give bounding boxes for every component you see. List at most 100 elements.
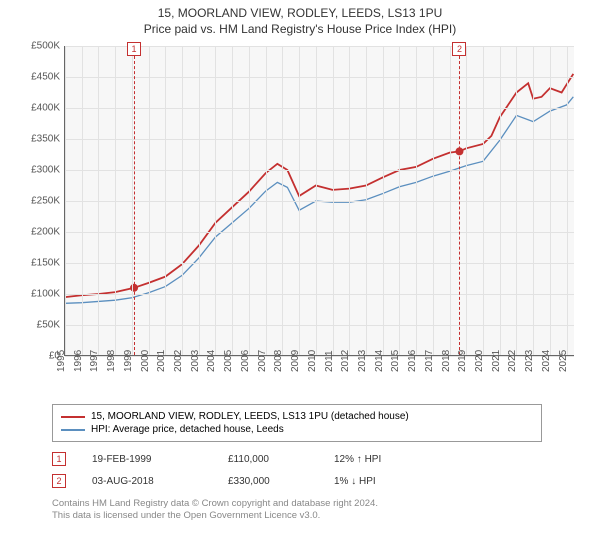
legend-swatch [61,416,85,418]
x-axis-label: 2004 [206,350,217,372]
marker-row-price: £330,000 [228,476,308,487]
y-axis-label: £350K [20,134,60,145]
title-sub: Price paid vs. HM Land Registry's House … [10,22,590,36]
x-axis-label: 2014 [374,350,385,372]
vgrid-line [182,46,183,355]
vgrid-line [149,46,150,355]
vgrid-line [349,46,350,355]
x-axis-label: 2001 [156,350,167,372]
marker-row-price: £110,000 [228,454,308,465]
x-axis-label: 2003 [190,350,201,372]
vgrid-line [98,46,99,355]
hgrid-line [65,325,574,326]
x-axis-label: 2002 [173,350,184,372]
marker-row-hpi: 12% ↑ HPI [334,454,381,465]
title-main: 15, MOORLAND VIEW, RODLEY, LEEDS, LS13 1… [10,6,590,20]
vgrid-line [333,46,334,355]
vgrid-line [316,46,317,355]
vgrid-line [516,46,517,355]
x-axis-label: 2005 [223,350,234,372]
legend-box: 15, MOORLAND VIEW, RODLEY, LEEDS, LS13 1… [52,404,542,442]
y-axis-label: £200K [20,227,60,238]
vgrid-line [366,46,367,355]
x-axis-label: 2021 [491,350,502,372]
y-axis-label: £150K [20,258,60,269]
vgrid-line [249,46,250,355]
vgrid-line [266,46,267,355]
vgrid-line [533,46,534,355]
x-axis-label: 2012 [340,350,351,372]
x-axis-label: 2008 [273,350,284,372]
vgrid-line [165,46,166,355]
x-axis-label: 1999 [123,350,134,372]
x-axis-label: 2018 [440,350,451,372]
vgrid-line [500,46,501,355]
chart-container: 15, MOORLAND VIEW, RODLEY, LEEDS, LS13 1… [0,0,600,533]
y-axis-label: £100K [20,289,60,300]
vgrid-line [299,46,300,355]
legend-item: 15, MOORLAND VIEW, RODLEY, LEEDS, LS13 1… [61,411,533,422]
y-axis-label: £450K [20,72,60,83]
hgrid-line [65,263,574,264]
x-axis-label: 2024 [541,350,552,372]
hgrid-line [65,170,574,171]
marker-row: 119-FEB-1999£110,00012% ↑ HPI [52,448,542,470]
x-axis-label: 2025 [558,350,569,372]
marker-row-id: 1 [52,452,66,466]
vgrid-line [132,46,133,355]
vgrid-line [115,46,116,355]
legend-swatch [61,429,85,431]
vgrid-line [215,46,216,355]
hgrid-line [65,46,574,47]
y-axis-label: £300K [20,165,60,176]
vgrid-line [550,46,551,355]
vgrid-line [65,46,66,355]
marker-row-hpi: 1% ↓ HPI [334,476,376,487]
title-block: 15, MOORLAND VIEW, RODLEY, LEEDS, LS13 1… [10,6,590,36]
vgrid-line [232,46,233,355]
vgrid-line [199,46,200,355]
vgrid-line [466,46,467,355]
marker-row: 2 03-AUG-2018 £330,000 1% ↓ HPI [52,470,542,492]
x-axis-label: 1998 [106,350,117,372]
y-axis-label: £500K [20,41,60,52]
marker-table: 119-FEB-1999£110,00012% ↑ HPI203-AUG-201… [52,448,542,492]
legend-item: HPI: Average price, detached house, Leed… [61,424,533,435]
x-axis-label: 2020 [474,350,485,372]
x-axis-label: 2010 [307,350,318,372]
vgrid-line [282,46,283,355]
marker-row-id: 2 [52,474,66,488]
vgrid-line [433,46,434,355]
vgrid-line [399,46,400,355]
x-axis-label: 2023 [524,350,535,372]
y-axis-label: £0 [20,351,60,362]
hgrid-line [65,139,574,140]
x-axis-label: 1997 [89,350,100,372]
x-axis-label: 1996 [73,350,84,372]
price-marker-line [459,46,460,355]
chart-area: 12 £0£50K£100K£150K£200K£250K£300K£350K£… [20,40,580,400]
vgrid-line [450,46,451,355]
y-axis-label: £400K [20,103,60,114]
x-axis-label: 2015 [390,350,401,372]
x-axis-label: 2017 [424,350,435,372]
hgrid-line [65,77,574,78]
marker-row-date: 03-AUG-2018 [92,476,202,487]
x-axis-label: 2011 [324,350,335,372]
x-axis-label: 2022 [507,350,518,372]
price-marker-line [134,46,135,355]
x-axis-label: 2007 [257,350,268,372]
hgrid-line [65,294,574,295]
x-axis-label: 2009 [290,350,301,372]
x-axis-label: 2016 [407,350,418,372]
footer-line-2: This data is licensed under the Open Gov… [52,510,542,522]
footer-line-1: Contains HM Land Registry data © Crown c… [52,498,542,510]
y-axis-label: £250K [20,196,60,207]
vgrid-line [567,46,568,355]
footer-text: Contains HM Land Registry data © Crown c… [52,498,542,523]
hgrid-line [65,201,574,202]
vgrid-line [416,46,417,355]
vgrid-line [483,46,484,355]
legend-label: HPI: Average price, detached house, Leed… [91,424,284,435]
vgrid-line [383,46,384,355]
